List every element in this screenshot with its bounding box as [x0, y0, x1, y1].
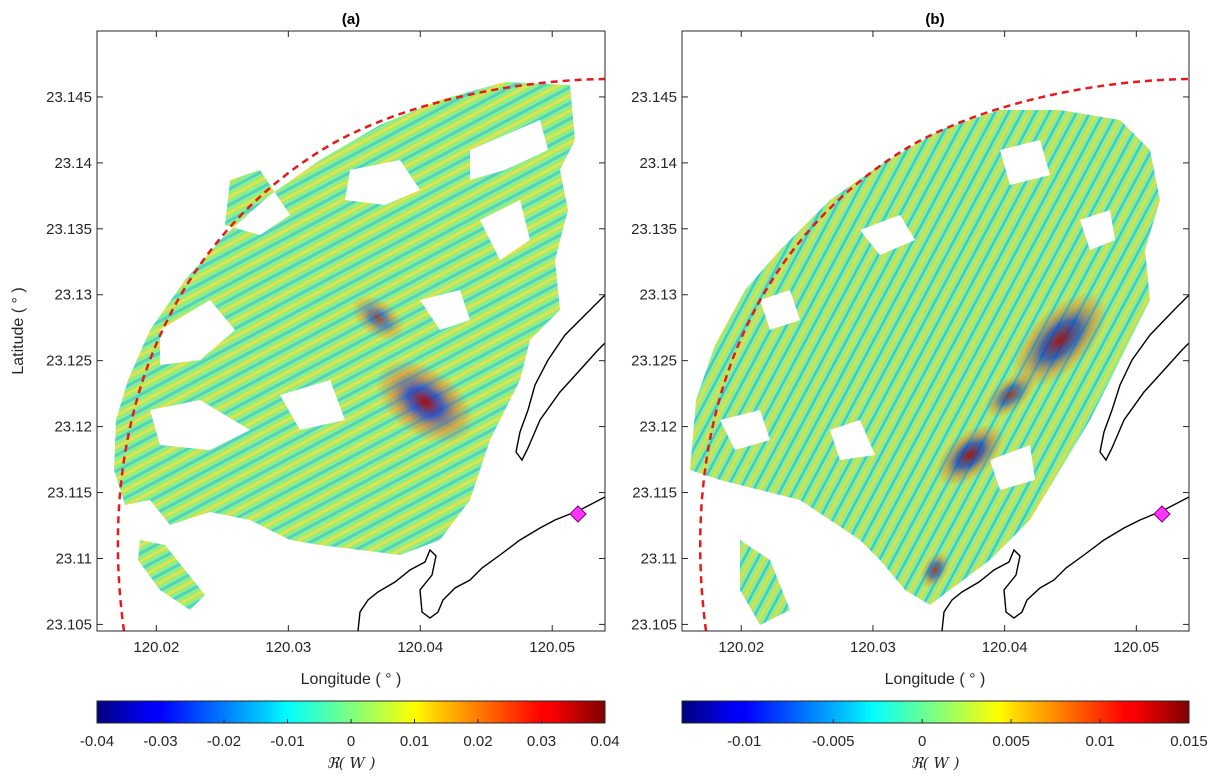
- panel-a-coastline: [357, 294, 605, 631]
- y-tick-label: 23.135: [46, 221, 92, 238]
- y-tick-label: 23.14: [639, 155, 677, 172]
- panel-a-x-ticks: 120.02 120.03 120.04 120.05: [133, 31, 575, 656]
- colorbar-tick-label: -0.02: [207, 733, 241, 750]
- colorbar-tick-label: 0.04: [590, 733, 619, 750]
- panel-b-peak-1: [1012, 292, 1108, 388]
- y-tick-label: 23.13: [54, 287, 92, 304]
- panel-a-y-axis-label: Latitude ( ° ): [10, 287, 27, 374]
- panel-a-frame: [96, 30, 606, 632]
- panel-b-title: (b): [925, 11, 944, 28]
- y-tick-label: 23.13: [639, 287, 677, 304]
- panel-b-colorbar-ticks: -0.01 -0.005 0 0.005 0.01 0.015: [727, 719, 1208, 750]
- panel-b-peak-4: [920, 551, 950, 589]
- panel-a-peak-2: [351, 295, 405, 341]
- panel-a-range-arc: [116, 77, 605, 631]
- colorbar-tick-label: -0.005: [812, 733, 855, 750]
- x-tick-label: 120.04: [982, 639, 1028, 656]
- panel-b-peak-2: [936, 424, 1004, 486]
- x-tick-label: 120.03: [265, 639, 311, 656]
- x-tick-label: 120.02: [718, 639, 764, 656]
- y-tick-label: 23.125: [46, 353, 92, 370]
- y-tick-label: 23.115: [47, 485, 92, 502]
- y-tick-label: 23.11: [641, 550, 677, 567]
- panel-a-y-ticks: 23.105 23.11 23.115 23.12 23.125 23.13 23.135 2…: [46, 89, 605, 633]
- colorbar-tick-label: 0.01: [1085, 733, 1114, 750]
- colorbar-tick-label: 0.02: [463, 733, 492, 750]
- panel-a-title: (a): [342, 11, 360, 28]
- y-tick-label: 23.105: [46, 616, 92, 633]
- colorbar-tick-label: -0.01: [270, 733, 304, 750]
- y-tick-label: 23.145: [46, 89, 92, 106]
- panel-b-plot-area: [682, 31, 1189, 631]
- y-tick-label: 23.135: [631, 221, 677, 238]
- panel-b: 23.105 23.11 23.115 23.12 23.125 23.13 23.135 2…: [631, 11, 1208, 772]
- panel-a-peak: [375, 359, 475, 445]
- y-tick-label: 23.12: [639, 419, 677, 436]
- y-tick-label: 23.14: [54, 155, 92, 172]
- y-tick-label: 23.145: [631, 89, 677, 106]
- panel-a: 23.105 23.11 23.115 23.12 23.125 23.13 23.135 2…: [10, 11, 620, 772]
- panel-b-field-patch: [740, 540, 790, 625]
- colorbar-tick-label: -0.04: [80, 733, 114, 750]
- colorbar-tick-label: -0.03: [143, 733, 177, 750]
- panel-b-colorbar-label: ℜ( W ): [911, 754, 960, 772]
- x-tick-label: 120.05: [1113, 639, 1159, 656]
- x-tick-label: 120.03: [850, 639, 896, 656]
- y-tick-label: 23.105: [631, 616, 677, 633]
- panel-b-x-ticks: 120.02 120.03 120.04 120.05: [718, 31, 1159, 656]
- colorbar-tick-label: 0.03: [527, 733, 556, 750]
- panel-a-colorbar-label: ℜ( W ): [327, 754, 376, 772]
- colorbar-tick-label: -0.01: [727, 733, 761, 750]
- panel-b-peak-3: [984, 372, 1036, 418]
- panel-a-plot-area: [97, 31, 605, 631]
- y-tick-label: 23.12: [54, 419, 92, 436]
- y-tick-label: 23.125: [631, 353, 677, 370]
- panel-b-coastline: [941, 294, 1189, 631]
- colorbar-tick-label: 0: [918, 733, 926, 750]
- colorbar-tick-label: 0.005: [992, 733, 1030, 750]
- panel-a-colorbar-ticks: -0.04 -0.03 -0.02 -0.01 0 0.01 0.02 0.03 0.04: [80, 719, 620, 750]
- panel-a-field-patch: [138, 540, 205, 610]
- panel-a-x-axis-label: Longitude ( ° ): [301, 671, 402, 688]
- x-tick-label: 120.04: [397, 639, 443, 656]
- colorbar-tick-label: 0.015: [1170, 733, 1208, 750]
- panel-b-y-ticks: 23.105 23.11 23.115 23.12 23.125 23.13 23.135 2…: [631, 89, 1189, 633]
- panel-b-radar-site-marker: [1153, 505, 1171, 523]
- y-tick-label: 23.115: [632, 485, 677, 502]
- colorbar-tick-label: 0: [347, 733, 355, 750]
- panel-b-frame: [681, 30, 1190, 632]
- panel-b-colorbar: [681, 700, 1190, 724]
- y-tick-label: 23.11: [56, 550, 92, 567]
- panel-b-x-axis-label: Longitude ( ° ): [885, 671, 986, 688]
- colorbar-tick-label: 0.01: [400, 733, 429, 750]
- x-tick-label: 120.05: [529, 639, 575, 656]
- panel-b-range-arc: [699, 77, 1189, 631]
- x-tick-label: 120.02: [133, 639, 179, 656]
- panel-a-radar-site-marker: [569, 505, 587, 523]
